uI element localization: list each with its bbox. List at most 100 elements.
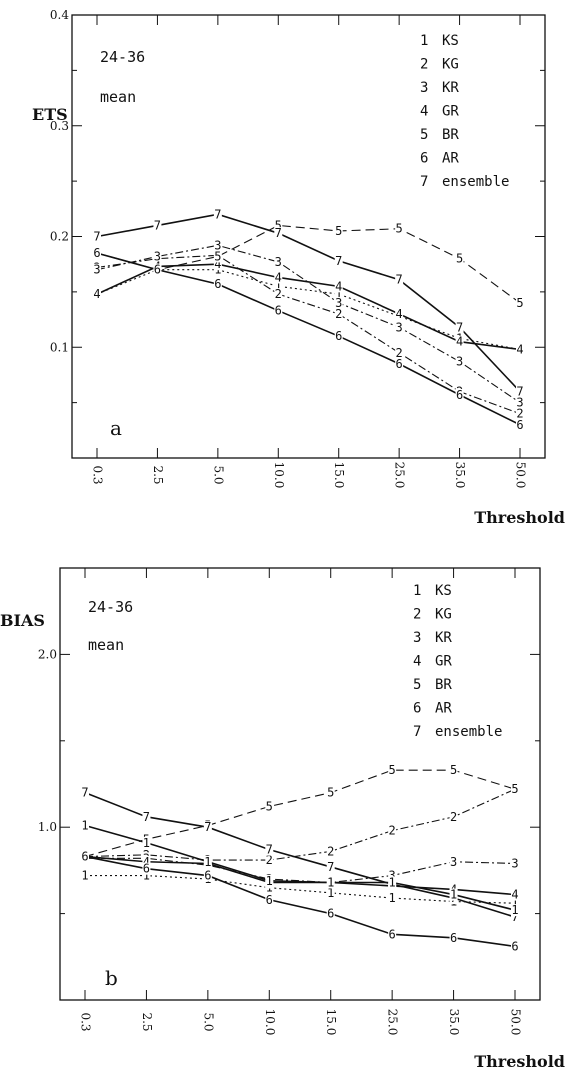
panel-b-series-marker-AR: 6	[204, 869, 211, 883]
panel-b-marker-bg	[142, 810, 151, 823]
panel-b-y-tick-label: 2.0	[38, 647, 57, 661]
panel-b-marker-bg	[326, 845, 335, 858]
panel-a-series-marker-AR: 6	[275, 304, 282, 318]
panel-a-legend-marker: 2	[420, 57, 428, 73]
panel-b-x-tick-label: 35.0	[447, 1009, 461, 1036]
panel-a-y-tick-label: 0.3	[50, 119, 69, 133]
panel-b-series-marker-KS: 1	[327, 886, 334, 900]
panel-b-marker-bg	[511, 940, 519, 953]
panel-b-marker-bg	[449, 810, 458, 823]
panel-b-legend-label: GR	[435, 654, 452, 670]
panel-b-marker-bg	[326, 860, 335, 873]
panel-b-series-marker-extra-1: 1	[143, 836, 150, 850]
panel-a-marker-bg	[93, 288, 101, 301]
panel-a-marker-bg	[213, 208, 222, 221]
panel-a-marker-bg	[274, 271, 283, 284]
panel-b-x-tick-label: 0.3	[79, 1012, 93, 1031]
panel-a-series-marker-GR: 4	[93, 287, 100, 301]
panel-a-marker-bg	[213, 278, 222, 291]
panel-b-series-marker-AR: 6	[511, 939, 518, 953]
panel-b-series-marker-extra-1: 1	[389, 875, 396, 889]
panel-a-legend-label: KS	[442, 33, 459, 49]
panel-a-marker-bg	[274, 288, 283, 301]
panel-b-marker-bg	[203, 869, 212, 882]
panel-b-legend-label: KG	[435, 607, 452, 623]
panel-b-stat-annotation: mean	[88, 636, 124, 654]
panel-b-y-tick-label: 1.0	[38, 820, 57, 834]
panel-a-marker-bg	[455, 355, 464, 368]
panel-b-marker-bg	[388, 876, 397, 889]
panel-a-series-marker-KG: 2	[516, 407, 523, 421]
panel-a-marker-bg	[274, 255, 283, 268]
panel-b-series-marker-BR: 5	[327, 786, 334, 800]
panel-b-x-tick-label: 2.5	[140, 1012, 154, 1031]
panel-a-marker-bg	[274, 304, 283, 317]
panel-a-x-tick-label: 5.0	[211, 465, 225, 484]
panel-a-legend-marker: 4	[420, 104, 428, 120]
panel-a-series-marker-BR: 5	[516, 296, 523, 310]
panel-b-series-marker-AR: 6	[266, 893, 273, 907]
panel-a-marker-bg	[274, 227, 283, 240]
panel-a-series-marker-KR: 3	[335, 296, 342, 310]
panel-b-series-marker-AR: 6	[81, 850, 88, 864]
panel-b-marker-bg	[511, 888, 519, 901]
panel-b-legend-label: AR	[435, 701, 452, 717]
panel-a-series-marker-ensemble: 7	[214, 207, 221, 221]
panel-b-marker-bg	[142, 855, 151, 868]
panel-a-series-marker-ensemble: 7	[456, 320, 463, 334]
panel-a-series-line-ensemble	[96, 213, 521, 393]
panel-a-legend-marker: 6	[420, 151, 428, 167]
panel-b-marker-bg	[449, 764, 458, 777]
panel-b-marker-bg	[449, 888, 458, 901]
panel-b-legend-label: KR	[435, 630, 452, 646]
panel-a-series-marker-KR: 3	[154, 249, 161, 263]
panel-a-y-tick-label: 0.4	[50, 8, 69, 22]
panel-b-series-marker-extra-1: 1	[204, 855, 211, 869]
panel-a-series-marker-KS: 1	[335, 287, 342, 301]
panel-a-series-line-KG	[96, 254, 521, 415]
panel-a-series-marker-ensemble: 7	[93, 230, 100, 244]
panel-a-series-marker-GR: 4	[516, 342, 523, 356]
panel-b-series-marker-GR: 4	[143, 855, 150, 869]
panel-a-y-tick-label: 0.1	[50, 340, 69, 354]
panel-a-series-marker-KS: 1	[275, 279, 282, 293]
panel-b-marker-bg	[203, 855, 212, 868]
panel-b-marker-bg	[81, 819, 89, 832]
panel-a-stat-annotation: mean	[100, 88, 136, 106]
panel-a-series-marker-KR: 3	[275, 255, 282, 269]
panel-b-marker-bg	[326, 907, 335, 920]
panel-b-series-line-GR	[84, 855, 516, 896]
panel-b-marker-bg	[265, 893, 274, 906]
panel-b-legend-marker: 1	[413, 583, 421, 599]
panel-a-panel-letter: a	[110, 416, 122, 440]
panel-b-x-tick-label: 5.0	[201, 1012, 215, 1031]
panel-a-marker-bg	[274, 219, 283, 232]
panel-b-marker-bg	[449, 931, 458, 944]
panel-a-series-marker-AR: 6	[335, 329, 342, 343]
panel-a-marker-bg	[455, 388, 464, 401]
panel-a-marker-bg	[395, 346, 404, 359]
panel-b-marker-bg	[511, 911, 519, 924]
panel-a-legend-marker: 3	[420, 80, 428, 96]
panel-a-series-marker-KR: 3	[396, 320, 403, 334]
panel-a-series-marker-GR: 4	[275, 270, 282, 284]
panel-b-marker-bg	[142, 836, 151, 849]
panel-a-series-marker-ensemble: 7	[396, 273, 403, 287]
panel-a-marker-bg	[93, 247, 101, 260]
panel-b-marker-bg	[449, 855, 458, 868]
panel-a-marker-bg	[334, 288, 343, 301]
panel-b-legend-label: KS	[435, 583, 452, 599]
panel-b-series-line-AR	[84, 855, 516, 948]
panel-a-series-marker-AR: 6	[396, 357, 403, 371]
panel-a-x-tick-label: 35.0	[453, 462, 467, 489]
panel-b-marker-bg	[265, 843, 274, 856]
panel-a-marker-bg	[334, 224, 343, 237]
panel-a-x-tick-label: 15.0	[332, 462, 346, 489]
panel-b-series-marker-KR: 3	[389, 869, 396, 883]
panel-b-marker-bg	[511, 783, 519, 796]
panel-b-series-marker-AR: 6	[450, 931, 457, 945]
panel-b-legend-marker: 6	[413, 701, 421, 717]
panel-a-marker-bg	[334, 280, 343, 293]
panel-a-marker-bg	[93, 263, 101, 276]
panel-a-period-annotation: 24-36	[100, 48, 145, 66]
